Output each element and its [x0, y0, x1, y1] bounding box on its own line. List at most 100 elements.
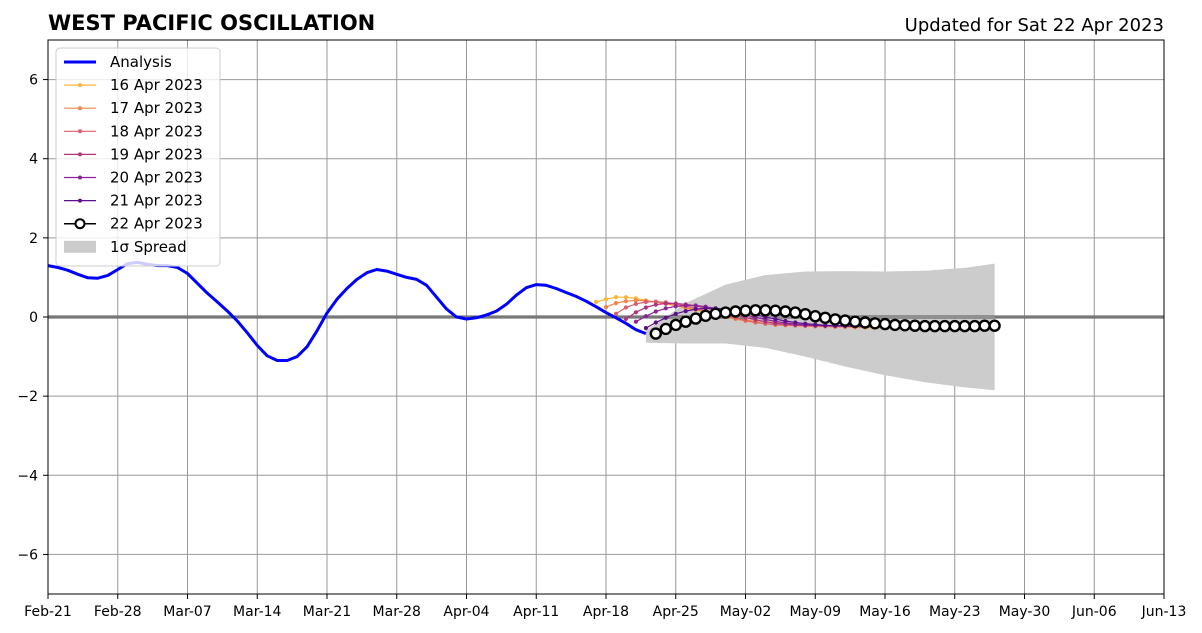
legend-marker [78, 129, 82, 134]
forecast-point [779, 305, 792, 318]
legend-entry: 22 Apr 2023 [64, 215, 203, 233]
forecast-point [813, 322, 818, 327]
forecast-point [703, 306, 708, 311]
forecast-point [633, 319, 639, 324]
forecast-point [649, 327, 662, 340]
forecast-point [673, 304, 678, 309]
forecast-point [938, 319, 951, 333]
y-tick-label: 2 [29, 231, 38, 247]
forecast-point [958, 319, 971, 333]
x-tick-label: May-09 [789, 604, 841, 620]
x-tick-label: May-23 [929, 604, 981, 620]
x-tick-label: May-30 [999, 604, 1051, 620]
legend-marker [78, 152, 82, 157]
forecast-point [653, 320, 658, 325]
forecast-point [719, 306, 732, 319]
x-tick-label: May-02 [720, 604, 772, 620]
forecast-point [838, 314, 852, 327]
forecast-point [663, 301, 668, 306]
forecast-point [729, 305, 742, 318]
y-tick-label: 0 [29, 310, 38, 326]
forecast-point [623, 305, 629, 310]
x-tick-label: Apr-18 [583, 604, 629, 620]
x-axis: Feb-21 Feb-28 Mar-07 Mar-14 Mar-21 Mar-28 Apr-… [24, 594, 1186, 620]
legend-entry: 18 Apr 2023 [64, 122, 203, 140]
forecast-point [603, 305, 609, 310]
forecast-point [673, 311, 678, 316]
forecast-point [623, 299, 629, 304]
forecast-point [593, 299, 599, 305]
forecast-point [633, 310, 639, 315]
forecast-point [898, 319, 912, 332]
chart-subtitle: Updated for Sat 22 Apr 2023 [905, 15, 1164, 36]
forecast-point [928, 319, 941, 333]
forecast-point [663, 315, 668, 320]
forecast-point [888, 318, 902, 332]
x-tick-label: Mar-07 [163, 604, 211, 620]
legend-entry: 20 Apr 2023 [64, 169, 203, 187]
forecast-point [683, 309, 688, 314]
forecast-point [693, 307, 698, 312]
y-tick-label: −2 [17, 389, 38, 405]
legend-label: 18 Apr 2023 [110, 122, 203, 140]
forecast-point [643, 299, 649, 305]
x-tick-label: Apr-25 [653, 604, 699, 620]
forecast-point [948, 319, 961, 333]
forecast-point [809, 310, 822, 323]
forecast-point [693, 303, 698, 308]
forecast-point [968, 319, 981, 333]
forecast-point [848, 315, 862, 328]
x-tick-label: Apr-04 [443, 604, 489, 620]
x-tick-label: Mar-21 [303, 604, 351, 620]
y-axis: 6 4 2 0 −2 −4 −6 [17, 73, 48, 563]
forecast-point [663, 306, 668, 311]
x-tick-label: May-16 [859, 604, 911, 620]
forecast-point [789, 306, 802, 319]
forecast-point [803, 321, 808, 326]
x-tick-label: Jun-13 [1141, 604, 1187, 620]
forecast-point [773, 316, 778, 322]
forecast-point [739, 304, 752, 317]
legend-entry: 16 Apr 2023 [64, 76, 203, 94]
x-tick-label: Mar-28 [373, 604, 421, 620]
forecast-point [623, 295, 629, 300]
y-tick-label: 6 [29, 73, 38, 89]
forecast-point [799, 308, 812, 321]
legend-label: 20 Apr 2023 [110, 169, 203, 187]
forecast-point [643, 314, 649, 319]
legend-marker [74, 218, 86, 230]
forecast-point [643, 326, 649, 331]
forecast-point [633, 301, 639, 307]
forecast-point [613, 311, 619, 316]
forecast-point [819, 311, 832, 324]
legend-label: 16 Apr 2023 [110, 76, 203, 94]
legend-swatch [64, 240, 96, 253]
x-tick-label: Mar-14 [233, 604, 281, 620]
legend-marker [78, 175, 82, 180]
legend-entry: 21 Apr 2023 [64, 192, 203, 210]
x-tick-label: Feb-21 [24, 604, 72, 620]
y-tick-label: −6 [17, 547, 38, 563]
x-tick-label: Jun-06 [1071, 604, 1117, 620]
forecast-point [868, 317, 882, 330]
forecast-point [858, 316, 872, 329]
legend-label: 21 Apr 2023 [110, 192, 203, 210]
y-tick-label: −4 [17, 468, 38, 484]
forecast-point [759, 304, 772, 317]
forecast-point [669, 318, 682, 332]
legend-label: 19 Apr 2023 [110, 145, 203, 163]
legend-entry: 17 Apr 2023 [64, 99, 203, 117]
forecast-series [593, 295, 1001, 340]
forecast-point [988, 319, 1001, 332]
legend: Analysis 16 Apr 2023 17 Apr 2023 18 Apr 202… [55, 47, 221, 267]
forecast-point [793, 320, 798, 325]
legend-label: 17 Apr 2023 [110, 99, 203, 117]
legend-marker [78, 198, 82, 203]
forecast-point [659, 322, 672, 336]
forecast-22-apr-2023 [649, 304, 1001, 340]
forecast-point [829, 313, 842, 326]
forecast-point [613, 295, 619, 300]
forecast-point [878, 317, 892, 331]
forecast-point [699, 309, 712, 322]
